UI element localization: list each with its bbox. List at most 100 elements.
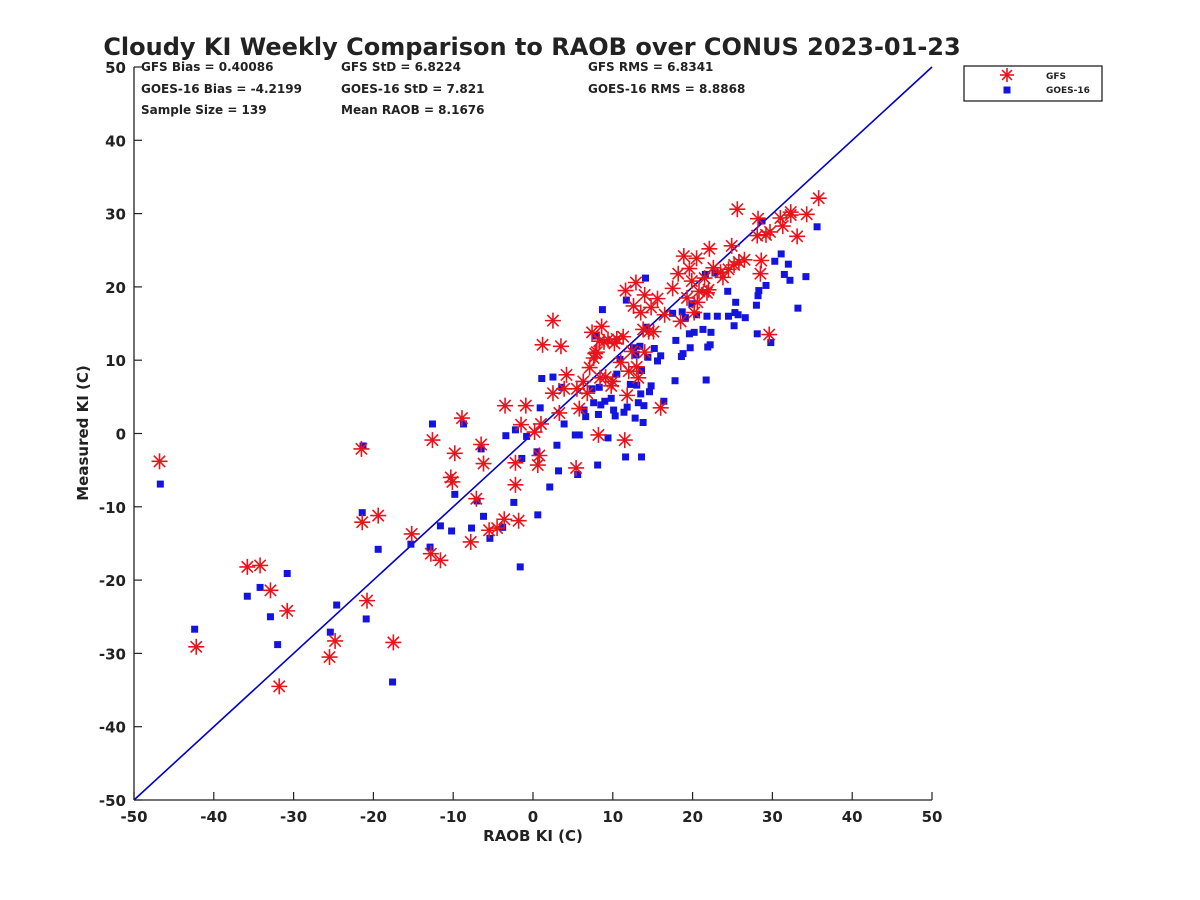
gfs-point [681,260,698,277]
goes-point [702,376,710,384]
goes-point [703,312,711,320]
goes-point [538,375,546,383]
goes-point [786,276,794,284]
goes-point [560,420,568,428]
gfs-point [689,294,706,311]
gfs-point [627,274,644,291]
goes-point [706,341,714,349]
legend-gfs-marker-shape [1000,68,1014,82]
x-tick-label: -20 [360,808,387,826]
goes-point [516,563,524,571]
goes-point [451,490,459,498]
x-tick-label: 40 [842,808,863,826]
gfs-point [729,201,746,218]
gfs-point [359,592,376,609]
gfs-point [453,410,470,427]
goes-point [610,406,618,414]
goes-point [777,250,785,258]
goes-point [555,467,563,475]
y-tick-label: 20 [105,279,126,297]
goes-point [690,328,698,336]
goes-point [256,583,264,591]
stat-gfs-rms: GFS RMS = 6.8341 [588,60,713,74]
y-tick-label: 0 [116,426,126,444]
y-ticks: -50 -40 -30 -20 -10 0 10 20 30 40 50 [99,59,142,810]
goes-point [660,397,668,405]
goes-point [582,413,590,421]
goes-point [767,339,775,347]
goes-point [639,419,647,427]
stats-block: GFS Bias = 0.40086 GFS StD = 6.8224 GFS … [141,60,745,117]
goes-point [699,325,707,333]
gfs-point [675,248,692,265]
gfs-point [683,273,700,290]
goes-point [678,308,686,316]
goes-point [374,545,382,553]
gfs-point [696,270,713,287]
legend-box [963,65,1103,102]
goes-point [686,344,694,352]
x-axis-label: RAOB KI (C) [483,827,583,845]
gfs-point [810,190,827,207]
gfs-point [532,415,549,432]
gfs-point [604,373,621,390]
goes-point [571,431,579,439]
goes-point [755,287,763,295]
gfs-point [422,545,439,562]
gfs-point [714,269,731,286]
gfs-point [643,299,660,316]
gfs-point [544,312,561,329]
plot-area: -50 -40 -30 -20 -10 0 10 20 30 40 50 -50-40-30-20-… [99,59,943,826]
goes-point [468,524,476,532]
goes-point [634,399,642,407]
gfs-point [475,455,492,472]
gfs-point [623,343,640,360]
goes-point [626,380,634,388]
goes-point [784,260,792,268]
goes-point [725,312,733,320]
gfs-point [424,432,441,449]
goes-point [601,397,609,405]
gfs-point [798,206,815,223]
goes-point [575,431,583,439]
gfs-point [590,426,607,443]
gfs-point [620,363,637,380]
goes-point [780,270,788,278]
gfs-point [552,338,569,355]
goes-point [650,344,658,352]
goes-point [333,601,341,609]
goes-point [448,527,456,535]
gfs-point [403,525,420,542]
chart-title: Cloudy KI Weekly Comparison to RAOB over… [103,33,960,61]
goes-point [460,420,468,428]
gfs-point [526,424,543,441]
gfs-point [262,582,279,599]
goes-point [243,592,251,600]
y-tick-label: 50 [105,59,126,77]
gfs-point [507,476,524,493]
stat-sample-size: Sample Size = 139 [141,103,267,117]
gfs-point [558,366,575,383]
goes-point [510,498,518,506]
gfs-point [531,447,548,464]
gfs-point [672,313,689,330]
goes-point [685,330,693,338]
gfs-point [579,385,596,402]
goes-point [669,309,677,317]
goes-point [646,388,654,396]
x-tick-label: -40 [200,808,227,826]
gfs-point [789,228,806,245]
goes-point [574,471,582,479]
gfs-point [271,678,288,695]
y-tick-label: -40 [99,719,126,737]
goes-point [794,304,802,312]
stat-goes-std: GOES-16 StD = 7.821 [341,82,484,96]
goes-point [622,296,630,304]
goes-point [407,540,415,548]
y-tick-label: 30 [105,206,126,224]
x-ticks: -50 -40 -30 -20 -10 0 10 20 30 40 50 [120,792,942,826]
goes-point [359,442,367,450]
goes-point [657,352,665,360]
gfs-point [630,369,647,386]
legend-goes-label: GOES-16 [1046,86,1090,96]
